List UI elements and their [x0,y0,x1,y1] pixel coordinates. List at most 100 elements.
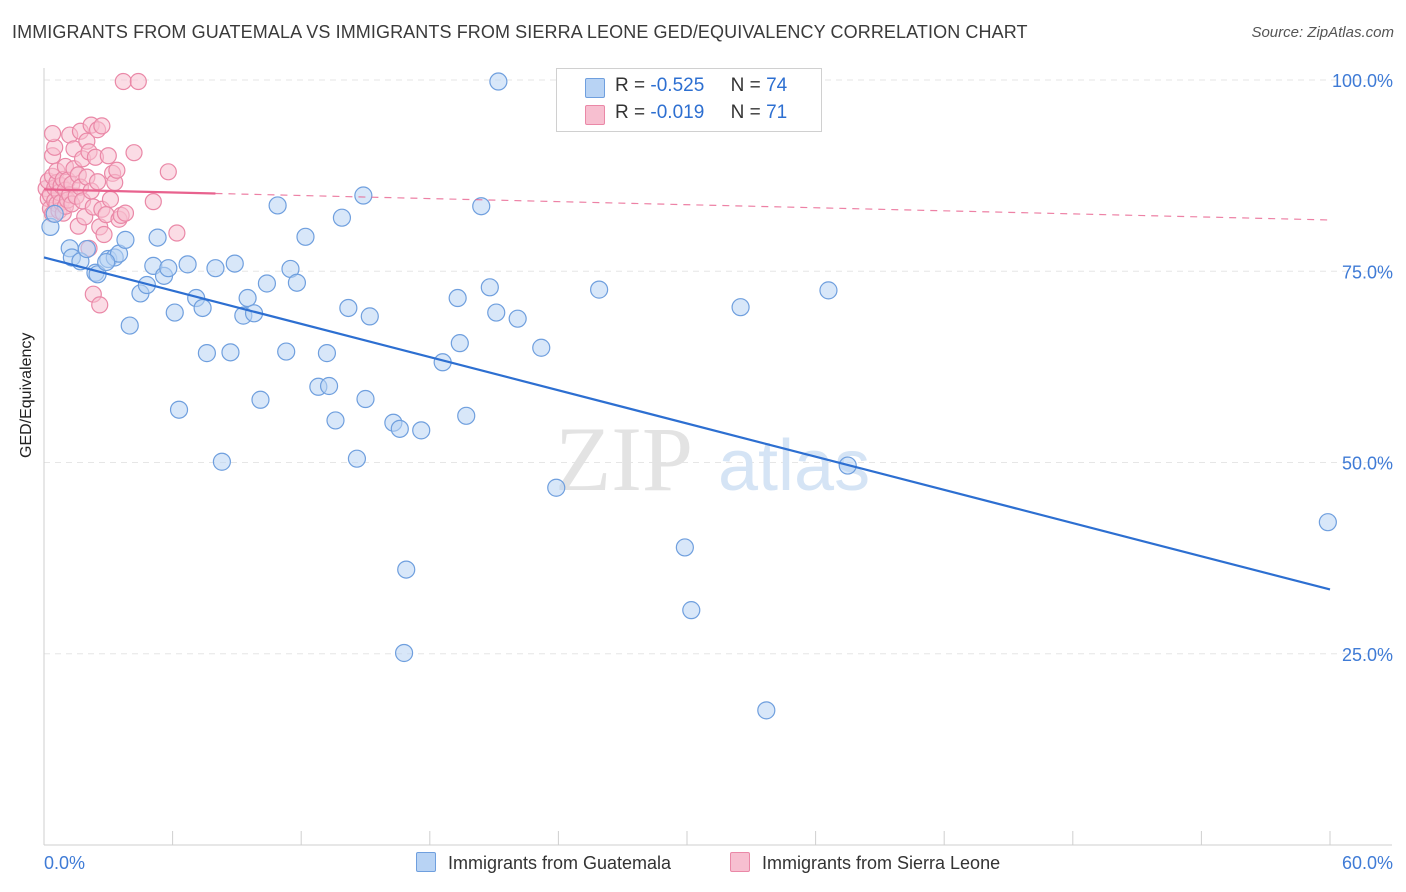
legend-n-value-guatemala: 74 [766,75,788,96]
tick-labels: 100.0% 75.0% 50.0% 25.0% 0.0% 60.0% [44,71,1393,873]
data-point-guatemala [448,288,467,308]
data-point-guatemala [287,273,307,292]
data-point-guatemala [116,230,135,249]
watermark-zip: ZIP [555,408,693,510]
data-point-sierra-leone [144,193,162,211]
chart-source: Source: ZipAtlas.com [1251,24,1394,41]
data-point-guatemala [354,186,373,205]
data-point-guatemala [212,452,231,471]
data-point-guatemala [296,227,315,246]
legend-r-value-sierra-leone: -0.019 [650,102,705,123]
y-tick-label: 25.0% [1342,645,1393,665]
data-point-guatemala [450,334,469,353]
data-point-guatemala [97,252,116,272]
data-point-guatemala [221,343,240,362]
y-tick-label: 100.0% [1332,71,1393,91]
data-point-guatemala [347,449,367,468]
data-point-guatemala [193,298,212,318]
data-point-guatemala [547,478,566,497]
legend-r-label: R = [615,102,646,123]
legend-r-value-guatemala: -0.525 [650,75,705,96]
data-point-guatemala [225,254,244,273]
data-point-guatemala [472,197,491,216]
data-point-guatemala [332,208,352,227]
legend-r-label: R = [615,75,646,96]
data-point-guatemala [159,259,178,278]
data-point-guatemala [457,406,476,425]
data-point-guatemala [317,344,337,363]
trend-lines [43,188,1331,591]
bottom-legend-guatemala: Immigrants from Guatemala [416,852,671,874]
data-point-sierra-leone [93,117,111,135]
legend-n-label: N = [730,102,761,123]
y-tick-label: 75.0% [1342,262,1393,282]
data-point-guatemala [319,376,339,396]
data-point-guatemala [339,298,358,318]
x-tick-label: 0.0% [44,853,85,873]
data-point-guatemala [268,196,287,215]
series-guatemala-points [41,72,1337,720]
bottom-legend-swatch-guatemala [416,852,436,872]
data-point-guatemala [394,643,414,663]
data-point-sierra-leone [168,224,186,242]
bottom-legend-swatch-sierra-leone [730,852,750,872]
bottom-legend-label-sierra-leone: Immigrants from Sierra Leone [762,853,1001,873]
y-axis-title: GED/Equivalency [18,332,35,458]
legend-n-label: N = [730,75,761,96]
data-point-guatemala [169,400,189,419]
data-point-guatemala [45,204,64,223]
legend-n-value-sierra-leone: 71 [766,102,788,123]
data-point-guatemala [251,390,270,409]
data-point-guatemala [412,421,431,440]
data-point-guatemala [277,342,296,361]
data-point-guatemala [819,281,838,300]
data-point-guatemala [120,316,139,335]
data-point-guatemala [1318,513,1337,532]
legend-swatch-sierra-leone [585,105,605,125]
data-point-guatemala [356,389,375,409]
data-point-sierra-leone [114,72,132,91]
data-point-sierra-leone [95,225,113,244]
data-point-sierra-leone [129,72,147,91]
x-tick-label: 60.0% [1342,853,1393,873]
data-point-guatemala [757,701,776,720]
trend-line-guatemala [43,256,1331,591]
data-point-guatemala [590,280,609,299]
data-point-guatemala [390,419,409,438]
data-point-sierra-leone [91,296,109,314]
data-point-sierra-leone [101,190,120,208]
trend-line-sierra-leone-solid [43,188,216,195]
data-point-guatemala [148,228,167,247]
data-point-guatemala [326,411,345,430]
data-point-guatemala [508,309,527,328]
data-point-guatemala [532,338,551,357]
data-point-guatemala [675,538,694,557]
data-point-sierra-leone [116,204,135,222]
data-point-guatemala [257,274,277,293]
trend-line-sierra-leone-dashed [215,192,1331,221]
data-point-guatemala [489,72,508,91]
data-point-guatemala [397,560,416,579]
data-point-sierra-leone [159,163,177,181]
data-point-guatemala [77,239,96,259]
data-point-guatemala [480,278,499,297]
data-point-guatemala [238,288,257,308]
data-point-guatemala [487,303,506,322]
stats-legend: R = -0.525 N = 74 R = -0.019 N = 71 [556,68,822,132]
data-point-guatemala [682,601,701,620]
data-point-sierra-leone [108,161,126,179]
data-point-guatemala [206,259,225,278]
legend-swatch-guatemala [585,78,605,98]
data-point-guatemala [731,298,750,317]
data-point-guatemala [178,255,197,274]
chart-title: IMMIGRANTS FROM GUATEMALA VS IMMIGRANTS … [12,22,1028,42]
data-point-sierra-leone [43,124,62,143]
series-sierra-leone-points [37,72,186,314]
data-point-sierra-leone [88,173,107,191]
bottom-legend-sierra-leone: Immigrants from Sierra Leone [730,852,1000,874]
data-point-guatemala [165,303,184,322]
data-point-sierra-leone [125,144,143,162]
gridlines [44,79,1392,655]
data-point-guatemala [360,307,379,326]
